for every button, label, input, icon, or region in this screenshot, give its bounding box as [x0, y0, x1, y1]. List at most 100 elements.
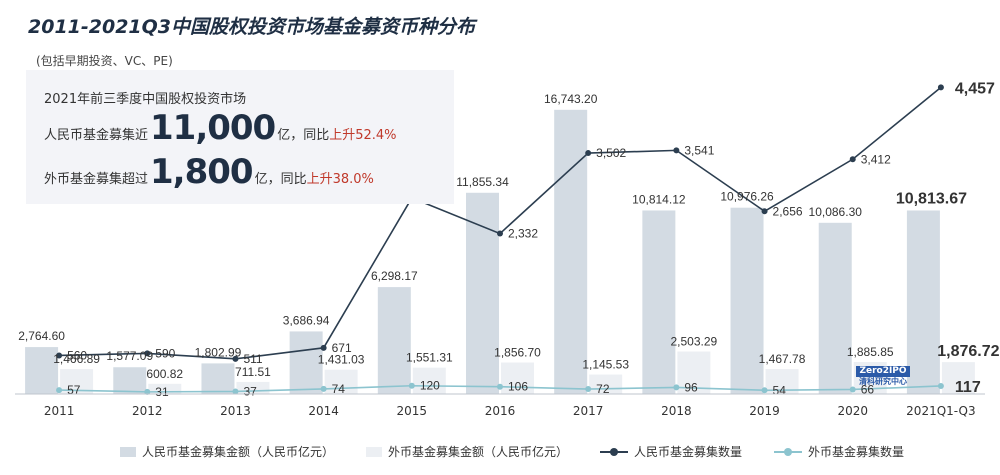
bar-fx-amount-2021Q1-Q3: [941, 362, 975, 394]
chart-subtitle: (包括早期投资、VC、PE): [36, 54, 173, 68]
info-box: 2021年前三季度中国股权投资市场 人民币基金募集近 11,000 亿，同比 上…: [26, 70, 454, 204]
data-label-rmb-count-2021Q1-Q3: 4,457: [955, 80, 995, 97]
data-label-fx-amount-2019: 1,467.78: [759, 352, 806, 366]
x-tick-label-2021Q1-Q3: 2021Q1-Q3: [906, 404, 975, 418]
bar-rmb-amount-2013: [201, 363, 235, 394]
point-rmb-count-2020: [849, 156, 856, 163]
legend-label-fx-count: 外币基金募集数量: [808, 445, 905, 459]
data-label-rmb-amount-2019: 10,976.26: [720, 190, 774, 204]
point-fx-count-2014: [320, 385, 327, 392]
rmb-unit: 亿，同比: [277, 128, 330, 143]
data-label-rmb-amount-2020: 10,086.30: [809, 205, 863, 219]
point-fx-count-2019: [761, 387, 768, 394]
fx-big-number: 1,800: [150, 152, 254, 192]
bar-fx-amount-2016: [501, 362, 534, 394]
data-label-rmb-amount-2012: 1,577.09: [106, 349, 153, 363]
data-label-rmb-count-2012: 590: [155, 346, 175, 360]
point-fx-count-2011: [56, 387, 63, 394]
legend-item-fx-amount: 外币基金募集金额（人民币亿元）: [366, 443, 568, 460]
rmb-big-number: 11,000: [150, 108, 276, 148]
data-label-rmb-count-2019: 2,656: [773, 204, 803, 218]
rmb-change: 上升52.4%: [329, 128, 397, 143]
point-rmb-count-2016: [497, 230, 503, 237]
legend-label-rmb-amount: 人民币基金募集金额（人民币亿元）: [142, 445, 335, 459]
point-rmb-count-2018: [673, 147, 680, 154]
data-label-fx-count-2011: 57: [67, 383, 81, 397]
data-label-fx-count-2013: 37: [243, 384, 257, 398]
data-label-rmb-count-2013: 511: [243, 352, 262, 366]
data-label-fx-count-2021Q1-Q3: 117: [955, 379, 981, 396]
x-tick-label-2016: 2016: [485, 404, 516, 418]
logo-name: 清科研究中心: [859, 377, 907, 386]
info-line-fx: 外币基金募集超过 1,800 亿，同比 上升38.0%: [44, 152, 374, 192]
fx-unit: 亿，同比: [254, 172, 307, 187]
bar-fx-amount-2014: [324, 369, 358, 394]
legend-swatch-fx-amount: [366, 446, 383, 457]
fx-change: 上升38.0%: [306, 172, 374, 187]
info-heading: 2021年前三季度中国股权投资市场: [44, 92, 247, 107]
data-label-rmb-amount-2014: 3,686.94: [283, 313, 330, 327]
data-label-fx-count-2015: 120: [420, 379, 440, 393]
x-tick-label-2020: 2020: [837, 404, 868, 418]
legend-swatch-rmb-amount: [120, 446, 136, 457]
data-label-rmb-amount-2021Q1-Q3: 10,813.67: [896, 190, 967, 207]
info-line-rmb: 人民币基金募集近 11,000 亿，同比 上升52.4%: [44, 108, 397, 148]
data-label-fx-amount-2013: 711.51: [235, 365, 271, 379]
legend-label-fx-amount: 外币基金募集金额（人民币亿元）: [388, 445, 569, 459]
data-label-fx-amount-2016: 1,856.70: [494, 345, 541, 359]
x-tick-label-2018: 2018: [661, 404, 692, 418]
point-rmb-count-2019: [761, 208, 768, 215]
data-label-rmb-amount-2017: 16,743.20: [544, 92, 598, 106]
data-label-fx-amount-2020: 1,885.85: [847, 345, 894, 359]
data-label-fx-count-2018: 96: [684, 380, 698, 394]
x-tick-label-2012: 2012: [132, 404, 163, 418]
data-label-fx-amount-2018: 2,503.29: [671, 335, 718, 349]
point-rmb-count-2017: [585, 150, 592, 157]
data-label-rmb-count-2014: 671: [332, 341, 352, 355]
zero2ipo-logo: Zero2IPO 清科研究中心: [855, 358, 911, 386]
data-label-fx-count-2012: 31: [155, 385, 169, 399]
data-label-fx-count-2016: 106: [508, 380, 528, 394]
point-rmb-count-2013: [232, 355, 239, 362]
x-tick-label-2011: 2011: [44, 404, 75, 418]
x-tick-label-2013: 2013: [220, 404, 251, 418]
data-label-rmb-amount-2011: 2,764.60: [18, 329, 65, 343]
data-label-rmb-amount-2018: 10,814.12: [632, 192, 686, 206]
data-label-rmb-count-2011: 560: [67, 348, 87, 362]
bar-fx-amount-2012: [148, 383, 182, 394]
legend: 人民币基金募集金额（人民币亿元） 外币基金募集金额（人民币亿元） 人民币基金募集…: [120, 443, 936, 460]
point-fx-count-2021Q1-Q3: [937, 382, 944, 389]
fx-prefix: 外币基金募集超过: [44, 172, 149, 187]
bar-rmb-amount-2018: [642, 210, 676, 394]
data-label-fx-amount-2021Q1-Q3: 1,876.72: [937, 343, 999, 360]
data-label-fx-count-2017: 72: [596, 382, 610, 396]
data-label-fx-count-2019: 54: [773, 383, 787, 397]
data-label-fx-amount-2015: 1,551.31: [406, 351, 453, 365]
legend-label-rmb-count: 人民币基金募集数量: [634, 445, 743, 459]
data-label-fx-amount-2014: 1,431.03: [318, 353, 365, 367]
point-fx-count-2015: [408, 382, 415, 389]
x-tick-label-2014: 2014: [308, 404, 339, 418]
data-label-fx-amount-2012: 600.82: [146, 367, 183, 381]
point-fx-count-2017: [585, 386, 592, 393]
data-label-rmb-count-2020: 3,412: [861, 152, 891, 166]
data-label-rmb-amount-2016: 11,855.34: [456, 175, 509, 189]
bar-rmb-amount-2016: [466, 192, 499, 394]
bar-fx-amount-2015: [412, 367, 446, 394]
data-label-fx-count-2020: 66: [861, 382, 875, 396]
bar-rmb-amount-2014: [289, 331, 323, 394]
data-label-rmb-count-2018: 3,541: [684, 143, 714, 157]
legend-swatch-fx-count: [774, 447, 803, 457]
chart-title: 2011-2021Q3中国股权投资市场基金募资币种分布: [28, 16, 476, 38]
data-label-fx-amount-2011: 1,466.89: [53, 352, 100, 366]
point-fx-count-2016: [497, 383, 503, 390]
point-rmb-count-2021Q1-Q3: [937, 84, 944, 91]
x-tick-label-2015: 2015: [397, 404, 428, 418]
bar-rmb-amount-2020: [818, 222, 852, 394]
data-label-rmb-amount-2015: 6,298.17: [371, 269, 418, 283]
point-fx-count-2018: [673, 384, 680, 391]
data-label-fx-amount-2017: 1,145.53: [582, 358, 629, 372]
data-label-fx-count-2014: 74: [332, 382, 346, 396]
point-rmb-count-2012: [144, 350, 151, 357]
